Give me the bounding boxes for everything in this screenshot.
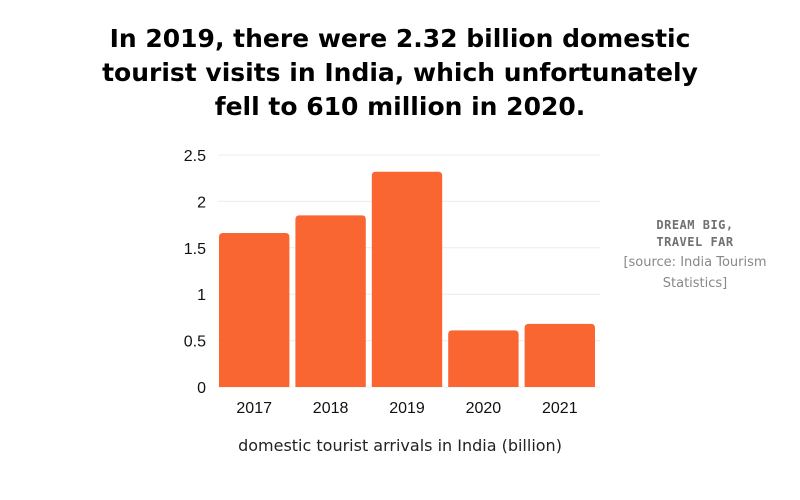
bar bbox=[371, 171, 443, 387]
brand-line: DREAM BIG, bbox=[656, 218, 734, 232]
x-tick-label: 2020 bbox=[466, 400, 502, 417]
y-tick-label: 0 bbox=[197, 380, 206, 397]
x-tick-label: 2017 bbox=[236, 400, 272, 417]
title-line: tourist visits in India, which unfortuna… bbox=[102, 58, 698, 87]
title-line: In 2019, there were 2.32 billion domesti… bbox=[109, 24, 691, 53]
chart-title: In 2019, there were 2.32 billion domesti… bbox=[0, 22, 800, 124]
y-tick-label: 1.5 bbox=[184, 241, 206, 258]
y-tick-label: 2 bbox=[197, 194, 206, 211]
y-tick-label: 1 bbox=[197, 287, 206, 304]
x-tick-label: 2019 bbox=[389, 400, 425, 417]
y-tick-label: 2.5 bbox=[184, 148, 206, 165]
x-axis-label: domestic tourist arrivals in India (bill… bbox=[238, 436, 562, 455]
bar bbox=[219, 232, 290, 387]
bar bbox=[295, 215, 366, 387]
x-tick-label: 2018 bbox=[313, 400, 349, 417]
side-note: DREAM BIG, TRAVEL FAR [source: India Tou… bbox=[600, 217, 790, 294]
bar bbox=[524, 323, 595, 387]
bar bbox=[448, 330, 519, 387]
title-line: fell to 610 million in 2020. bbox=[214, 92, 586, 121]
brand-line: TRAVEL FAR bbox=[656, 235, 734, 249]
source-note: [source: India Tourism Statistics] bbox=[623, 255, 767, 291]
x-tick-label: 2021 bbox=[542, 400, 578, 417]
y-tick-label: 0.5 bbox=[184, 334, 206, 351]
